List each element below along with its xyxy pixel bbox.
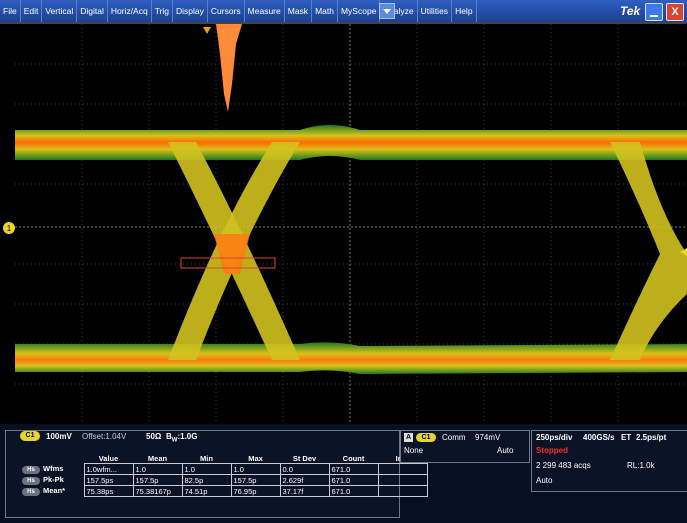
histogram xyxy=(212,24,242,112)
record-length: RL:1.0k xyxy=(627,461,655,470)
menu-digital[interactable]: Digital xyxy=(77,0,108,22)
menu-mask[interactable]: Mask xyxy=(285,0,313,22)
menu-display[interactable]: Display xyxy=(173,0,208,22)
measurement-cell: 74.51p xyxy=(181,485,232,497)
channel1-marker[interactable] xyxy=(3,222,15,234)
graticule xyxy=(15,24,687,426)
measurement-cell: 75.38ps xyxy=(83,485,134,497)
measurement-cell xyxy=(377,485,428,497)
trigger-position-marker xyxy=(203,27,211,34)
measurement-cell: 76.95p xyxy=(230,485,281,497)
menu-vertical[interactable]: Vertical xyxy=(42,0,78,22)
menu-analyze[interactable]: Analyze xyxy=(380,0,418,22)
measurement-header-row: Value Mean Min Max St Dev Count Info xyxy=(20,453,427,464)
eye-crossing-core xyxy=(214,234,250,274)
col-mean: Mean xyxy=(147,453,168,463)
menu-bar: File Edit Vertical Digital Horiz/Acq Trig Disp… xyxy=(0,0,687,22)
sample-rate: 400GS/s xyxy=(583,433,615,442)
trigger-level: 974mV xyxy=(475,433,501,442)
measurement-cell: 671.0 xyxy=(328,485,379,497)
source-badge: Hs xyxy=(22,466,40,474)
measurement-cell: 82.5p xyxy=(181,474,232,486)
trigger-mode: Auto xyxy=(536,476,553,485)
graticule-center xyxy=(15,24,687,426)
menu-utilities[interactable]: Utilities xyxy=(418,0,453,22)
menu-edit[interactable]: Edit xyxy=(21,0,43,22)
measurement-cell: 157.5p xyxy=(230,474,281,486)
close-button[interactable]: X xyxy=(666,3,684,21)
measurement-row-wfms[interactable]: Hs Wfms 1.0wfm... 1.0 1.0 1.0 0.0 671.0 xyxy=(20,463,428,475)
menu-myscope[interactable]: MyScope xyxy=(338,0,381,22)
menu-dropdown-button[interactable] xyxy=(379,3,395,19)
acq-mode: ET xyxy=(621,433,632,442)
run-state[interactable]: Stopped xyxy=(536,446,568,455)
eye-top-rail xyxy=(15,125,687,160)
minimize-button[interactable] xyxy=(645,3,663,21)
measurement-table: Value Mean Min Max St Dev Count Info HsW… xyxy=(20,453,428,497)
col-count: Count xyxy=(342,453,365,463)
trigger-mode-badge: A xyxy=(404,433,413,442)
col-stdev: St Dev xyxy=(292,453,317,463)
measurement-cell: 1.0 xyxy=(181,463,232,475)
eye-diagram-svg: 1 xyxy=(3,24,687,426)
source-badge: Hs xyxy=(22,477,40,485)
trigger-level-marker[interactable] xyxy=(680,248,687,256)
eye-right-crossing xyxy=(610,142,687,360)
channel-badge[interactable]: C1 xyxy=(20,431,40,441)
measurement-cell: 37.17f xyxy=(279,485,330,497)
menu-measure[interactable]: Measure xyxy=(245,0,285,22)
measurement-cell: 75.38167p xyxy=(132,485,183,497)
acquisition-readout[interactable] xyxy=(531,430,687,492)
menu-trig[interactable]: Trig xyxy=(152,0,174,22)
tek-logo: Tek xyxy=(620,4,641,18)
measurement-cell: 1.0wfm... xyxy=(83,463,134,475)
resolution: 2.5ps/pt xyxy=(636,433,667,442)
measurement-name: Mean* xyxy=(43,486,66,495)
measurement-cell xyxy=(377,474,428,486)
trigger-slope: None xyxy=(404,446,424,455)
trigger-coupling: Comm xyxy=(442,433,466,442)
vertical-scale[interactable]: 100mV xyxy=(46,432,72,441)
measurement-name: Pk-Pk xyxy=(43,475,64,484)
bandwidth-readout: BW:1.0G xyxy=(166,432,198,444)
measurement-name: Wfms xyxy=(43,464,64,473)
measurement-zone-box[interactable] xyxy=(180,257,276,269)
measurement-cell: 0.0 xyxy=(279,463,330,475)
termination: 50Ω xyxy=(146,432,162,441)
trigger-sweep: Auto xyxy=(497,446,514,455)
measurement-cell: 671.0 xyxy=(328,463,379,475)
measurement-cell: 157.5p xyxy=(132,474,183,486)
eye-bottom-rail xyxy=(15,342,687,374)
offset-readout[interactable]: Offset:1.04V xyxy=(82,432,127,441)
col-value: Value xyxy=(98,453,119,463)
measurement-cell: 671.0 xyxy=(328,474,379,486)
menu-file[interactable]: File xyxy=(0,0,21,22)
col-min: Min xyxy=(200,453,213,463)
measurement-cell xyxy=(377,463,428,475)
measurement-cell: 157.5ps xyxy=(83,474,134,486)
menu-cursors[interactable]: Cursors xyxy=(208,0,245,22)
menu-math[interactable]: Math xyxy=(312,0,338,22)
acq-count: 2 299 483 acqs xyxy=(536,461,591,470)
measurement-row-pkpk[interactable]: Hs Pk-Pk 157.5ps 157.5p 82.5p 157.5p 2.62… xyxy=(20,474,428,486)
measurement-row-mean[interactable]: Hs Mean* 75.38ps 75.38167p 74.51p 76.95p … xyxy=(20,485,428,497)
measurement-cell: 1.0 xyxy=(230,463,281,475)
measurement-cell: 1.0 xyxy=(132,463,183,475)
waveform-display[interactable]: 1 xyxy=(0,22,687,426)
timebase: 250ps/div xyxy=(536,433,573,442)
menu-horiz-acq[interactable]: Horiz/Acq xyxy=(108,0,152,22)
source-badge: Hs xyxy=(22,488,40,496)
col-max: Max xyxy=(248,453,263,463)
measurement-cell: 2.629f xyxy=(279,474,330,486)
channel1-marker-label: 1 xyxy=(7,224,12,233)
trigger-channel-badge: C1 xyxy=(416,433,436,442)
menu-help[interactable]: Help xyxy=(452,0,477,22)
